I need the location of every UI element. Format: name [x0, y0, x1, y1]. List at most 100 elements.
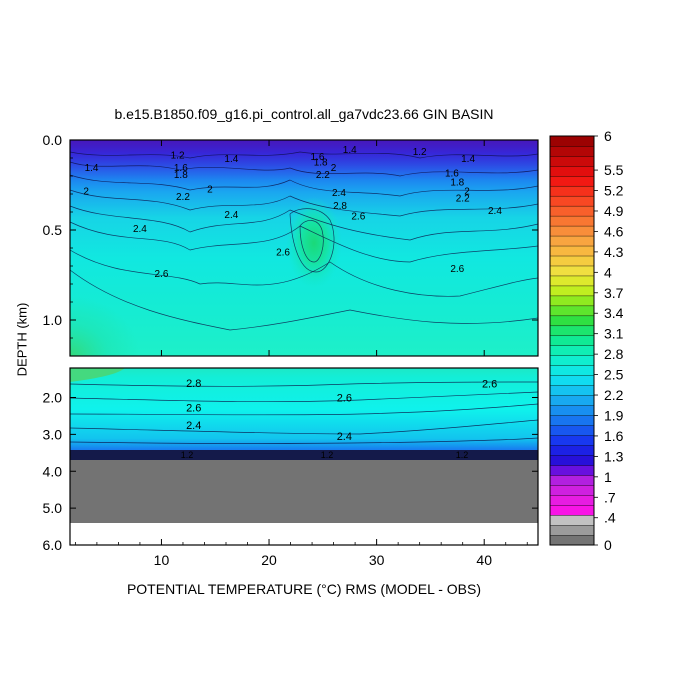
colorbar-label: 5.2: [604, 183, 624, 199]
upper-panel: 1.2 1.4 1.61.4 1.21.4 1.61.81.8 22.22 22.22.42…: [69, 139, 539, 357]
colorbar-swatch: [549, 135, 595, 147]
colorbar-label: 1: [604, 469, 612, 485]
contour-label: 1.2: [413, 147, 427, 158]
contour-label: 2.6: [450, 264, 464, 275]
x-axis-label: POTENTIAL TEMPERATURE (°C) RMS (MODEL - …: [126, 581, 482, 597]
colorbar-swatch: [549, 524, 595, 536]
contour-label: 2.4: [488, 206, 502, 217]
colorbar-swatch: [549, 355, 595, 366]
colorbar-frame: [549, 135, 595, 546]
contour-label: 2.4: [133, 224, 147, 235]
contour-label: 2.8: [333, 201, 347, 212]
ocean-floor-band: [70, 450, 538, 460]
colorbar-swatch: [549, 155, 595, 167]
lower-top-green: [70, 368, 125, 382]
contour-label: 2.6: [351, 212, 365, 223]
contour-label: 2.2: [176, 192, 190, 203]
upper-peak-blob: [286, 197, 342, 289]
colorbar-label: 4.9: [604, 203, 624, 219]
colorbar-label: 4.6: [604, 223, 624, 239]
axes: 10 20 30 40 0.0 0.5 1.0 2.0 3.0 4.0 5.0 6.0: [43, 132, 538, 568]
colorbar-swatch: [549, 255, 595, 267]
x-tick-label: 20: [261, 552, 277, 568]
contour-label: 2.6: [482, 378, 497, 390]
contour-label: 1.4: [85, 163, 99, 174]
colorbar-swatch: [549, 305, 595, 317]
colorbar-swatch: [549, 464, 595, 476]
contour-label: 1.8: [450, 177, 464, 188]
colorbar-label: 2.5: [604, 367, 624, 383]
y-tick-label: 1.0: [43, 312, 63, 328]
colorbar-swatch: [549, 285, 595, 297]
contour-label: 2.8: [186, 378, 201, 390]
colorbar-swatch: [549, 225, 595, 237]
svg-text:1.2: 1.2: [456, 450, 469, 460]
colorbar-swatch: [549, 235, 595, 247]
chart-title: b.e15.B1850.f09_g16.pi_control.all_ga7vd…: [114, 106, 494, 122]
y-tick-label: 0.5: [43, 222, 63, 238]
colorbar-swatch: [549, 295, 595, 307]
lower-contour-labels: 2.8 2.6 2.4 2.6 2.6 2.4: [186, 378, 497, 443]
colorbar-swatch: [549, 205, 595, 217]
colorbar-label: 3.7: [604, 285, 624, 301]
colorbar-swatch: [549, 185, 595, 197]
contour-label: 2.4: [186, 420, 201, 432]
upper-contour-lines: [69, 151, 539, 331]
y-tick-label: 5.0: [43, 500, 63, 516]
colorbar-label: .4: [604, 510, 616, 526]
colorbar-swatch: [549, 494, 595, 506]
colorbar-swatch: [549, 215, 595, 227]
x-tick-label: 30: [369, 552, 385, 568]
upper-surface-band: [70, 140, 538, 180]
colorbar-swatch: [549, 514, 595, 526]
contour-label: 2.6: [337, 393, 352, 405]
land-mask: [70, 460, 538, 523]
colorbar-label: 2.8: [604, 346, 624, 362]
colorbar-swatch: [549, 315, 595, 327]
contour-label: 2.4: [332, 188, 346, 199]
colorbar-label: 6: [604, 128, 612, 144]
colorbar-swatch: [549, 245, 595, 257]
x-tick-label: 40: [476, 552, 492, 568]
colorbar-swatch: [549, 425, 595, 436]
colorbar-swatch: [549, 275, 595, 287]
colorbar-swatch: [549, 375, 595, 386]
colorbar-swatch: [549, 325, 595, 337]
colorbar-label: 1.3: [604, 448, 624, 464]
colorbar: 6 5.5 5.2 4.9 4.6 4.3 4 3.7 3.4 3.1 2.8 2.5 2.2 1.9 1.…: [549, 128, 624, 553]
colorbar-swatch: [549, 534, 595, 546]
colorbar-swatch: [549, 484, 595, 496]
lower-frame: [69, 367, 539, 546]
colorbar-swatch: [549, 455, 595, 466]
contour-label: 1.4: [343, 145, 357, 156]
contour-label: 2: [331, 163, 337, 174]
colorbar-label: 4: [604, 264, 612, 280]
contour-label: 2: [207, 185, 213, 196]
lower-contour-lines: [69, 381, 539, 444]
floor-contour-marks: 1.2 1.2 1.2: [181, 450, 469, 460]
colorbar-swatch: [549, 405, 595, 416]
y-tick-label: 0.0: [43, 132, 63, 148]
colorbar-swatch: [549, 265, 595, 277]
colorbar-swatch: [549, 435, 595, 446]
colorbar-swatch: [549, 385, 595, 396]
colorbar-label: 2.2: [604, 387, 624, 403]
colorbar-swatch: [549, 195, 595, 207]
colorbar-label: 5.5: [604, 162, 624, 178]
contour-label: 1.6: [310, 152, 324, 163]
contour-label: 1.6: [174, 163, 188, 174]
colorbar-swatch: [549, 474, 595, 486]
colorbar-label: 1.6: [604, 428, 624, 444]
contour-label: 2.2: [456, 194, 470, 205]
colorbar-swatch: [549, 335, 595, 346]
contour-label: 2.6: [154, 269, 168, 280]
colorbar-label: 3.1: [604, 326, 624, 342]
y-axis-label: DEPTH (km): [14, 302, 30, 377]
contour-label: 1.8: [314, 158, 328, 169]
colorbar-swatch: [549, 345, 595, 356]
contour-label: 2.6: [276, 248, 290, 259]
colorbar-swatch: [549, 445, 595, 456]
upper-corner-green: [70, 296, 140, 356]
contour-label: 1.4: [224, 154, 238, 165]
contour-label: 2.4: [337, 431, 352, 443]
